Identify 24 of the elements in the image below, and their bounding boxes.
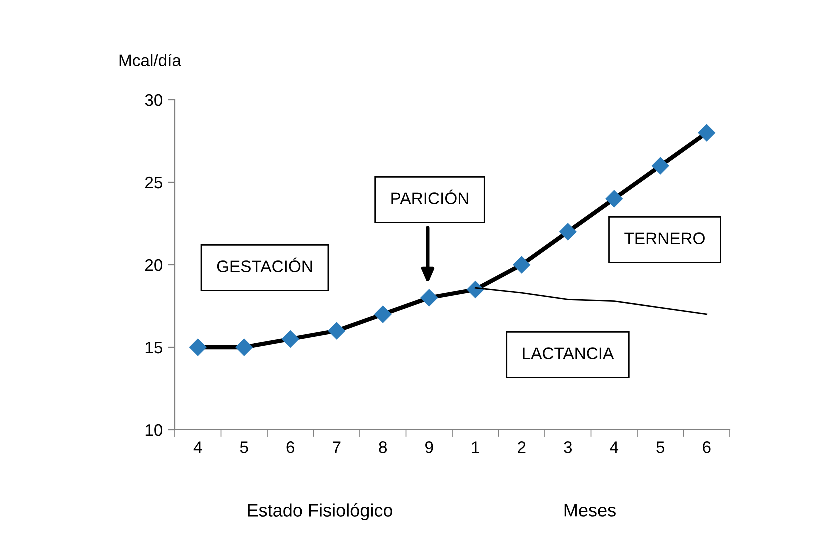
x-tick-label: 9	[426, 442, 434, 454]
annotation: LACTANCIA	[523, 348, 614, 360]
y-tick-label: 25	[145, 176, 162, 189]
x-tick-label: 6	[286, 442, 295, 454]
x-tick-label: 5	[240, 442, 248, 454]
text: Estado Fisiológico	[248, 503, 393, 521]
y-tick-label: 15	[146, 342, 162, 354]
x-tick-label: 1	[472, 442, 480, 454]
x-tick-label: 4	[610, 442, 619, 454]
annotation: GESTACIÓN	[217, 258, 312, 272]
annotation: PARICIÓN	[392, 190, 468, 204]
x-tick-label: 3	[564, 442, 572, 454]
y-tick-label: 20	[145, 259, 163, 272]
text: Meses	[564, 504, 616, 517]
x-tick-label: 4	[194, 442, 202, 454]
y-tick-label: 10	[146, 424, 163, 436]
x-tick-label: 6	[703, 442, 711, 454]
x-tick-label: 8	[379, 442, 388, 454]
x-tick-label: 5	[656, 442, 665, 454]
annotation: TERNERO	[624, 232, 705, 244]
x-tick-label: 7	[333, 442, 341, 454]
y-tick-label: 30	[145, 94, 163, 106]
x-tick-label: 2	[518, 442, 526, 454]
y-axis-title: Mcal/día	[120, 54, 182, 66]
